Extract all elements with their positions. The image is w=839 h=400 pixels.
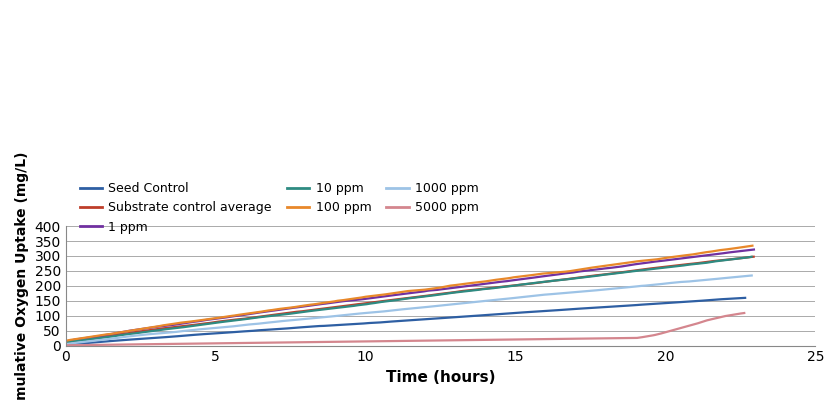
Y-axis label: Cumulative Oxygen Uptake (mg/L): Cumulative Oxygen Uptake (mg/L) [15,152,29,400]
Legend: Seed Control, Substrate control average, 1 ppm, 10 ppm, 100 ppm, 1000 ppm, 5000 : Seed Control, Substrate control average,… [80,182,479,234]
X-axis label: Time (hours): Time (hours) [386,370,495,385]
